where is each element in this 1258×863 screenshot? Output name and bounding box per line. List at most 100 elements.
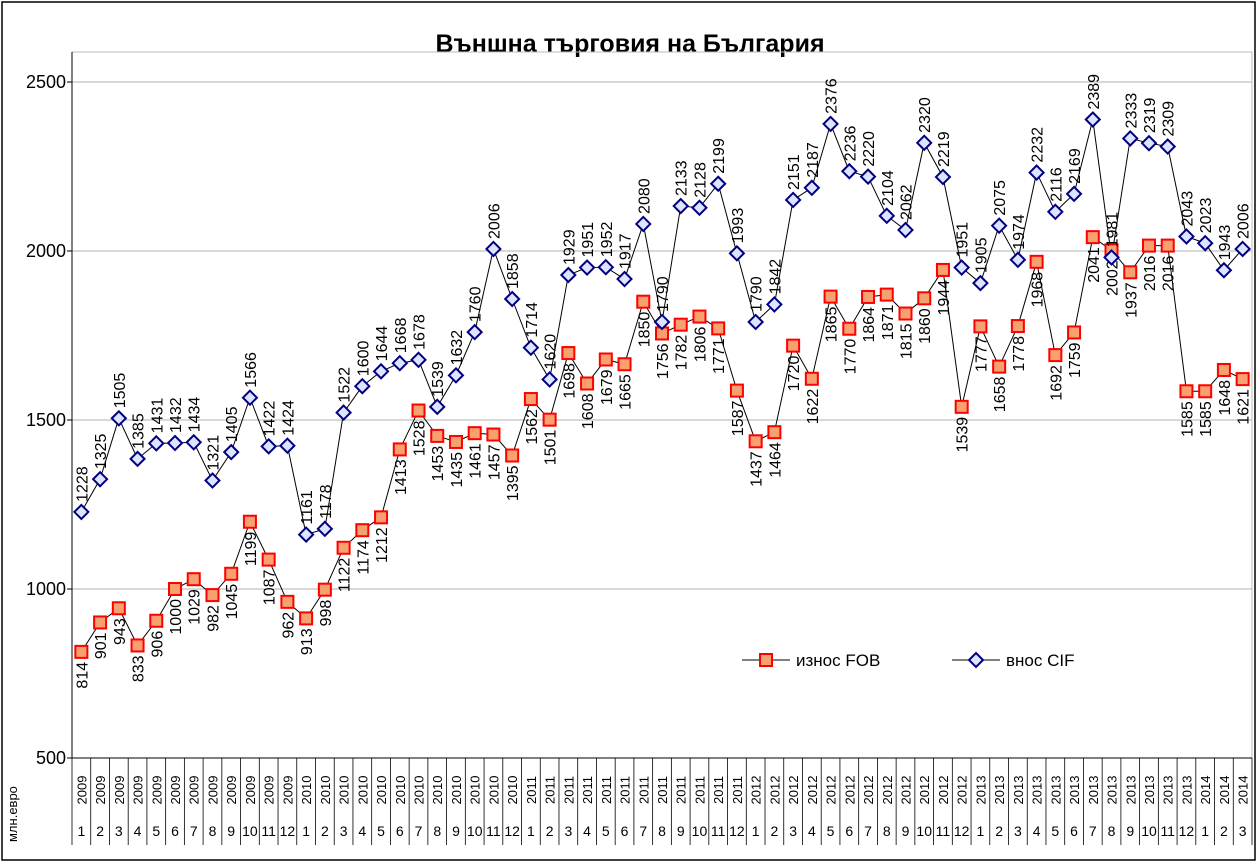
x-tick-label: 1 (77, 823, 85, 839)
x-tick-year: 2009 (112, 776, 127, 805)
x-tick-year: 2009 (149, 776, 164, 805)
x-tick-label: 2 (321, 823, 329, 839)
data-label: 1161 (299, 490, 316, 525)
x-tick-label: 12 (280, 823, 296, 839)
data-point (748, 434, 763, 449)
data-point (803, 179, 821, 197)
data-label: 1395 (505, 465, 522, 501)
data-label: 1968 (1030, 272, 1047, 308)
x-tick-year: 2011 (580, 776, 595, 804)
data-label: 2151 (786, 154, 803, 190)
x-tick-year: 2009 (280, 776, 295, 805)
data-label: 1405 (224, 406, 241, 442)
data-point (917, 291, 932, 306)
data-point (1065, 185, 1083, 203)
data-point (317, 582, 332, 597)
data-label: 943 (112, 618, 129, 645)
x-tick-label: 8 (433, 823, 441, 839)
data-label: 1587 (730, 400, 747, 436)
data-point (673, 317, 688, 332)
data-label: 814 (74, 662, 91, 689)
data-point (559, 266, 577, 284)
x-tick-year: 2010 (449, 776, 464, 805)
x-tick-label: 11 (711, 823, 726, 839)
data-point (1178, 228, 1195, 245)
x-tick-year: 2009 (74, 776, 89, 805)
data-label: 962 (280, 612, 297, 639)
data-label: 1199 (243, 532, 260, 567)
x-tick-label: 11 (486, 823, 501, 839)
data-point (448, 434, 463, 449)
x-tick-year: 2009 (168, 776, 183, 805)
data-label: 2169 (1067, 148, 1084, 184)
x-tick-year: 2009 (243, 776, 258, 805)
data-point (842, 321, 857, 336)
x-tick-label: 2 (96, 823, 104, 839)
data-point (542, 412, 557, 427)
x-tick-year: 2009 (262, 776, 277, 805)
data-label: 1424 (280, 400, 297, 436)
data-point (598, 352, 613, 367)
x-tick-year: 2014 (1236, 776, 1251, 805)
data-point (747, 313, 765, 331)
x-tick-label: 3 (1014, 823, 1022, 839)
data-point (1084, 111, 1102, 128)
x-tick-label: 7 (415, 823, 423, 839)
x-tick-label: 7 (1089, 823, 1097, 839)
data-label: 1528 (412, 420, 429, 456)
data-point (971, 274, 989, 292)
y-tick-label: 2000 (26, 241, 66, 261)
data-label: 1860 (917, 308, 934, 344)
data-label: 1385 (131, 413, 148, 449)
data-label: 1539 (430, 361, 447, 397)
x-tick-label: 2 (546, 823, 554, 839)
data-point (561, 346, 576, 361)
data-point (485, 240, 502, 258)
data-label: 1501 (543, 430, 560, 466)
data-point (503, 290, 521, 308)
data-label: 1665 (618, 374, 635, 410)
data-point (430, 428, 445, 443)
data-point (840, 162, 858, 180)
data-label: 1029 (187, 589, 204, 625)
data-label: 1842 (767, 259, 784, 295)
data-label: 1714 (524, 302, 541, 338)
data-label: 1566 (243, 352, 260, 388)
x-tick-year: 2013 (1105, 776, 1120, 805)
x-tick-label: 3 (115, 823, 123, 839)
data-point (1196, 234, 1214, 252)
x-tick-label: 7 (864, 823, 872, 839)
data-point (486, 427, 501, 442)
x-tick-label: 5 (602, 823, 610, 839)
data-label: 1453 (430, 446, 447, 482)
data-label: 1951 (955, 222, 972, 258)
x-tick-year: 2012 (936, 776, 951, 805)
x-tick-label: 10 (1141, 823, 1157, 839)
data-point (728, 244, 746, 262)
data-label: 1981 (1105, 212, 1122, 248)
data-label: 1461 (468, 443, 485, 479)
data-label: 1608 (580, 393, 597, 429)
data-point (147, 434, 165, 452)
data-label: 1937 (1123, 282, 1140, 318)
data-label: 2116 (1048, 167, 1065, 202)
data-label: 1782 (674, 335, 691, 371)
x-tick-year: 2012 (767, 776, 782, 805)
data-point (111, 601, 126, 616)
x-tick-label: 9 (677, 823, 685, 839)
data-point (729, 383, 744, 398)
data-label: 1905 (973, 237, 990, 273)
data-label: 1432 (168, 397, 185, 433)
data-label: 1790 (749, 276, 766, 312)
data-label: 2080 (636, 178, 653, 214)
data-label: 1045 (224, 584, 241, 620)
data-label: 1457 (486, 444, 503, 480)
data-label: 2002 (1105, 260, 1122, 296)
data-label: 1917 (618, 233, 635, 269)
data-label: 1644 (374, 326, 391, 362)
data-point (166, 434, 184, 452)
x-tick-year: 2011 (655, 776, 670, 804)
data-label: 1437 (749, 451, 766, 487)
x-tick-year: 2013 (992, 776, 1007, 805)
